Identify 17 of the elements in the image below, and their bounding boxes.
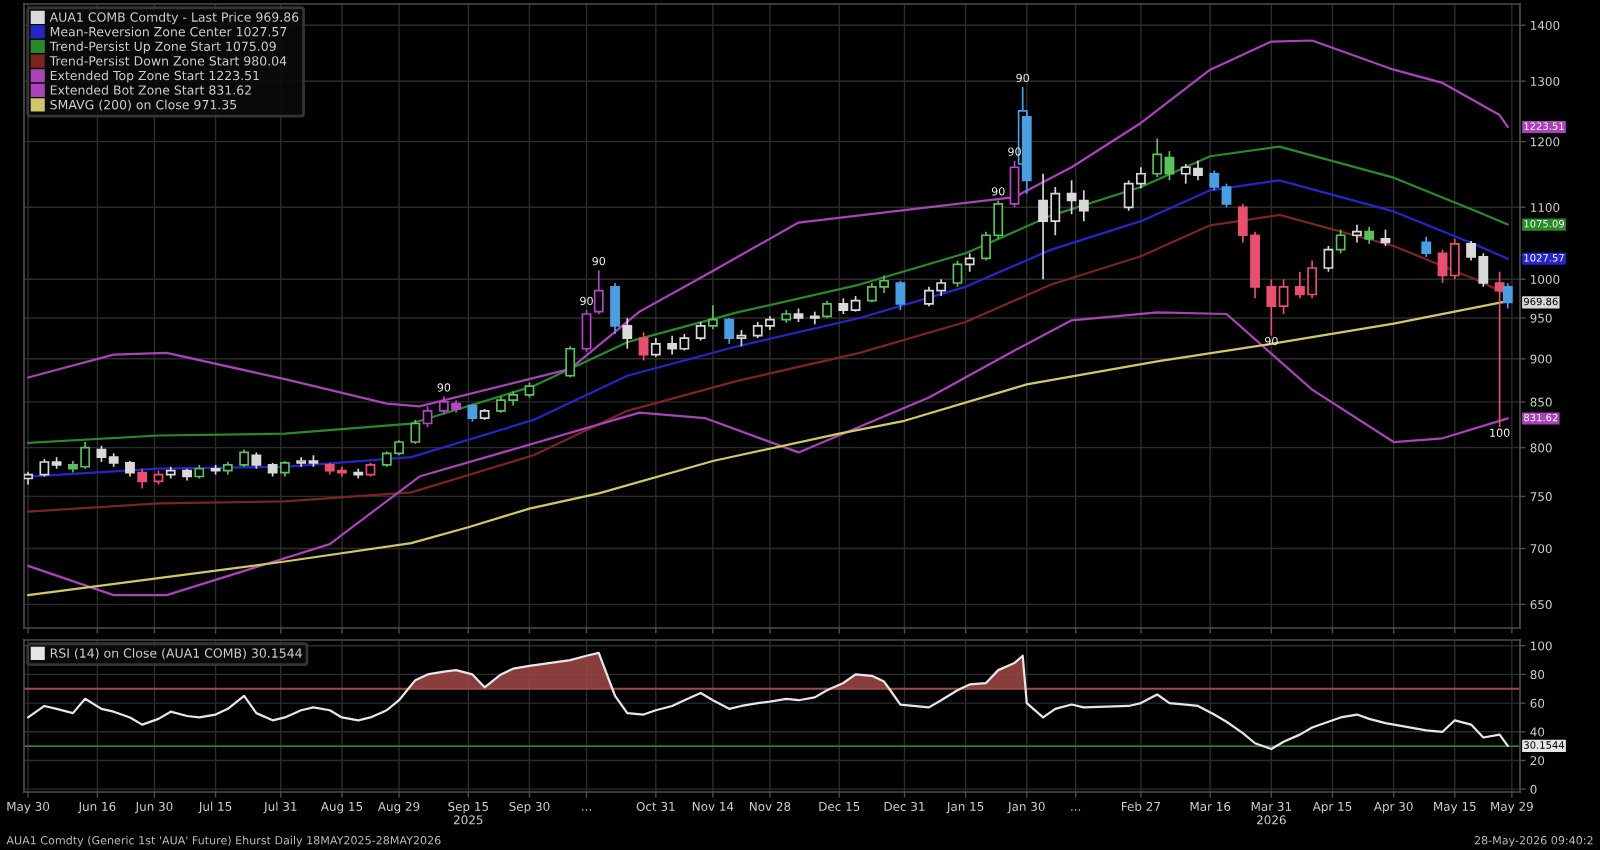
- candlestick: [610, 282, 620, 335]
- candlestick: [137, 467, 148, 490]
- candlestick: [638, 331, 649, 362]
- line-series: [26, 651, 1509, 751]
- candlestick: [467, 402, 478, 423]
- candlestick: [650, 337, 661, 358]
- line-series: [26, 145, 1509, 445]
- candlestick: [895, 279, 906, 311]
- candlestick: [622, 317, 633, 350]
- candlestick: [581, 309, 592, 353]
- candlestick: [724, 317, 735, 345]
- candlestick: [565, 345, 576, 379]
- candlestick: [1494, 270, 1505, 429]
- candlestick: [1502, 282, 1513, 310]
- candlestick: [1421, 235, 1432, 258]
- line-series: [26, 39, 1509, 408]
- candlestick: [593, 269, 604, 315]
